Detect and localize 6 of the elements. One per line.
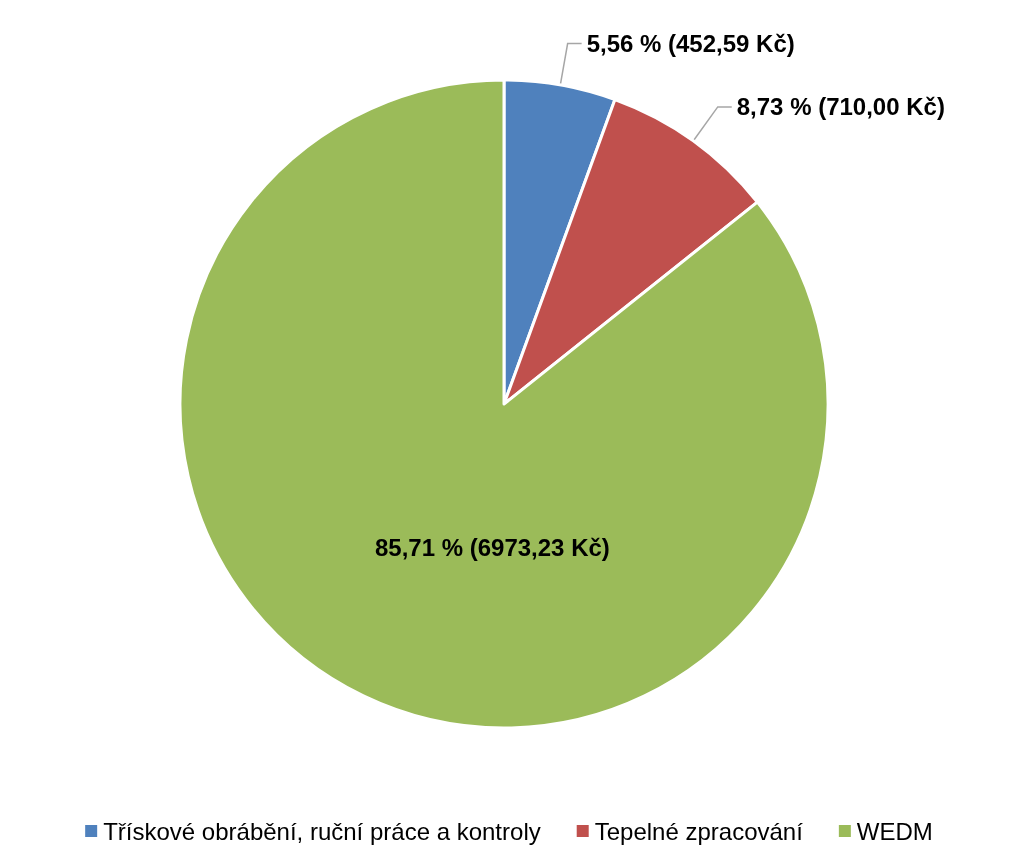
legend-label: WEDM <box>856 817 933 845</box>
data-label: 8,73 % (710,00 Kč) <box>736 93 945 121</box>
data-label: 85,71 % (6973,23 Kč) <box>374 534 610 562</box>
legend-label: Třískové obrábění, ruční práce a kontroly <box>103 817 541 845</box>
data-label: 5,56 % (452,59 Kč) <box>586 30 795 58</box>
legend-label: Tepelné zpracování <box>594 817 804 845</box>
